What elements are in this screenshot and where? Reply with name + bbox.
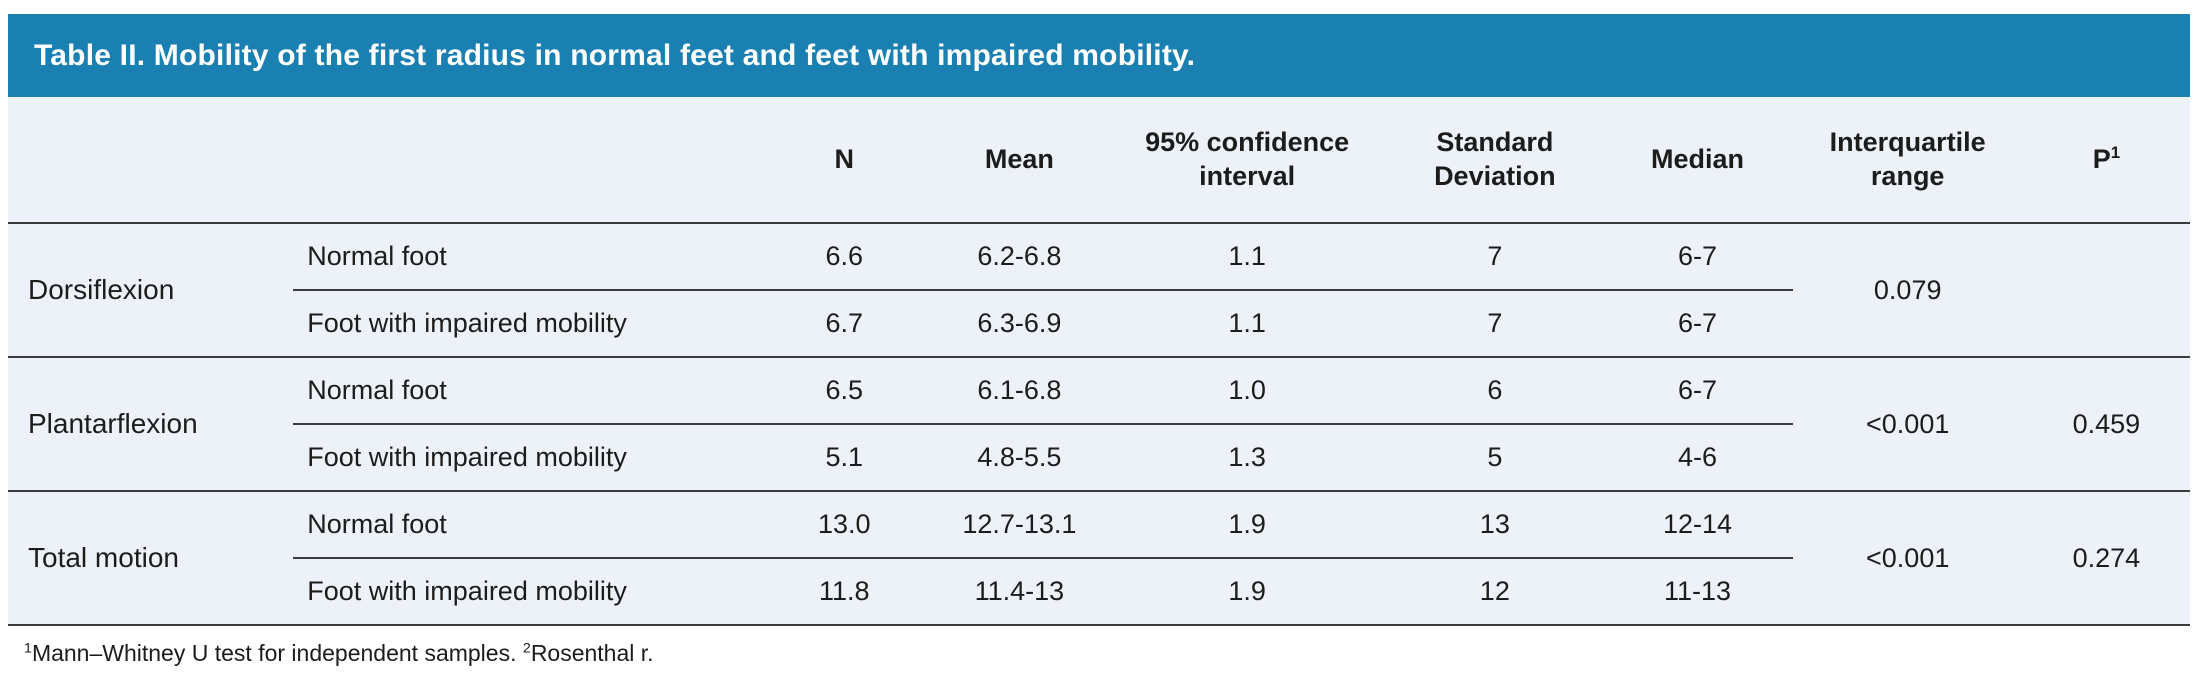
n-cell: 5.1: [825, 442, 864, 472]
table-header: N Mean 95% confidence interval Standard …: [8, 97, 2190, 224]
mobility-table: N Mean 95% confidence interval Standard …: [8, 97, 2190, 626]
n-cell: 13.0: [756, 490, 932, 559]
ci-cell: 1.3: [1228, 442, 1266, 472]
ci-cell: 1.9: [1228, 576, 1266, 606]
table-body: Dorsiflexion Normal foot 6.6 6.2-6.8 1.1…: [8, 222, 2190, 625]
condition-cell: Foot with impaired mobility: [307, 308, 627, 338]
ci-cell: 1.1: [1106, 222, 1388, 291]
n-cell: 6.5: [756, 356, 932, 425]
footnote-text-1: Mann–Whitney U test for independent samp…: [31, 640, 523, 666]
col-header-mean: Mean: [931, 97, 1107, 224]
header-row: N Mean 95% confidence interval Standard …: [8, 97, 2190, 224]
col-header-iqr: Interquartile range: [1792, 97, 2023, 224]
ci-cell: 1.0: [1106, 356, 1388, 425]
n-cell: 6.6: [756, 222, 932, 291]
condition-cell: Foot with impaired mobility: [307, 442, 627, 472]
condition-cell: Foot with impaired mobility: [307, 576, 627, 606]
mean-cell: 11.4-13: [974, 576, 1065, 606]
group-label-total-motion: Total motion: [8, 490, 294, 625]
table-title: Table II. Mobility of the first radius i…: [34, 38, 1196, 72]
p-superscript: 1: [2110, 142, 2121, 162]
iqr-merged-cell: <0.001: [1792, 356, 2023, 491]
p-label: P: [2092, 143, 2111, 174]
median-cell: 12-14: [1602, 490, 1793, 559]
table-row: Foot with impaired mobility 11.8 11.4-13…: [8, 558, 2190, 625]
mean-cell: 12.7-13.1: [931, 490, 1107, 559]
col-header-p: P1: [2022, 97, 2190, 224]
table-container: Table II. Mobility of the first radius i…: [8, 14, 2190, 667]
sd-cell: 6: [1387, 356, 1603, 425]
table-row: Total motion Normal foot 13.0 12.7-13.1 …: [8, 490, 2190, 625]
condition-cell: Normal foot: [293, 222, 757, 291]
table-row: Foot with impaired mobility 6.7 6.3-6.9 …: [8, 290, 2190, 357]
table-row: Plantarflexion Normal foot 6.5 6.1-6.8 1…: [8, 356, 2190, 491]
footnote-superscript-1: 1: [24, 640, 32, 657]
p-merged-cell: 0.459: [2022, 356, 2190, 491]
group-label-plantarflexion: Plantarflexion: [8, 356, 294, 491]
table-title-bar: Table II. Mobility of the first radius i…: [8, 14, 2190, 97]
n-cell: 6.7: [825, 308, 864, 338]
sd-cell: 7: [1387, 222, 1603, 291]
col-header-n: N: [756, 97, 932, 224]
sd-cell: 13: [1387, 490, 1603, 559]
group-label-dorsiflexion: Dorsiflexion: [8, 222, 294, 357]
condition-cell: Normal foot: [293, 490, 757, 559]
col-header-median: Median: [1602, 97, 1793, 224]
col-header-sd: Standard Deviation: [1387, 97, 1603, 224]
mean-cell: 6.3-6.9: [977, 308, 1062, 338]
condition-cell: Normal foot: [293, 356, 757, 425]
n-cell: 11.8: [818, 576, 870, 606]
ci-cell: 1.1: [1228, 308, 1266, 338]
sd-cell: 5: [1487, 442, 1503, 472]
iqr-merged-cell: 0.079: [1792, 222, 2023, 357]
col-header-empty-condition: [293, 97, 757, 224]
footnote-superscript-2: 2: [522, 640, 531, 657]
p-merged-cell: 0.274: [2022, 490, 2190, 625]
median-cell: 11-13: [1663, 576, 1732, 606]
sd-cell: 12: [1479, 576, 1510, 606]
mean-cell: 6.2-6.8: [931, 222, 1107, 291]
ci-cell: 1.9: [1106, 490, 1388, 559]
col-header-ci: 95% confidence interval: [1106, 97, 1388, 224]
table-footnote: 1Mann–Whitney U test for independent sam…: [8, 640, 2190, 667]
table-row: Dorsiflexion Normal foot 6.6 6.2-6.8 1.1…: [8, 222, 2190, 357]
median-cell: 4-6: [1677, 442, 1718, 472]
mean-cell: 4.8-5.5: [977, 442, 1062, 472]
median-cell: 6-7: [1677, 308, 1718, 338]
col-header-empty-label: [8, 97, 294, 224]
median-cell: 6-7: [1602, 222, 1793, 291]
mean-cell: 6.1-6.8: [931, 356, 1107, 425]
median-cell: 6-7: [1602, 356, 1793, 425]
footnote-text-2: Rosenthal r.: [530, 640, 654, 666]
sd-cell: 7: [1487, 308, 1503, 338]
p-merged-cell: [2022, 222, 2190, 357]
table-row: Foot with impaired mobility 5.1 4.8-5.5 …: [8, 424, 2190, 491]
iqr-merged-cell: <0.001: [1792, 490, 2023, 625]
